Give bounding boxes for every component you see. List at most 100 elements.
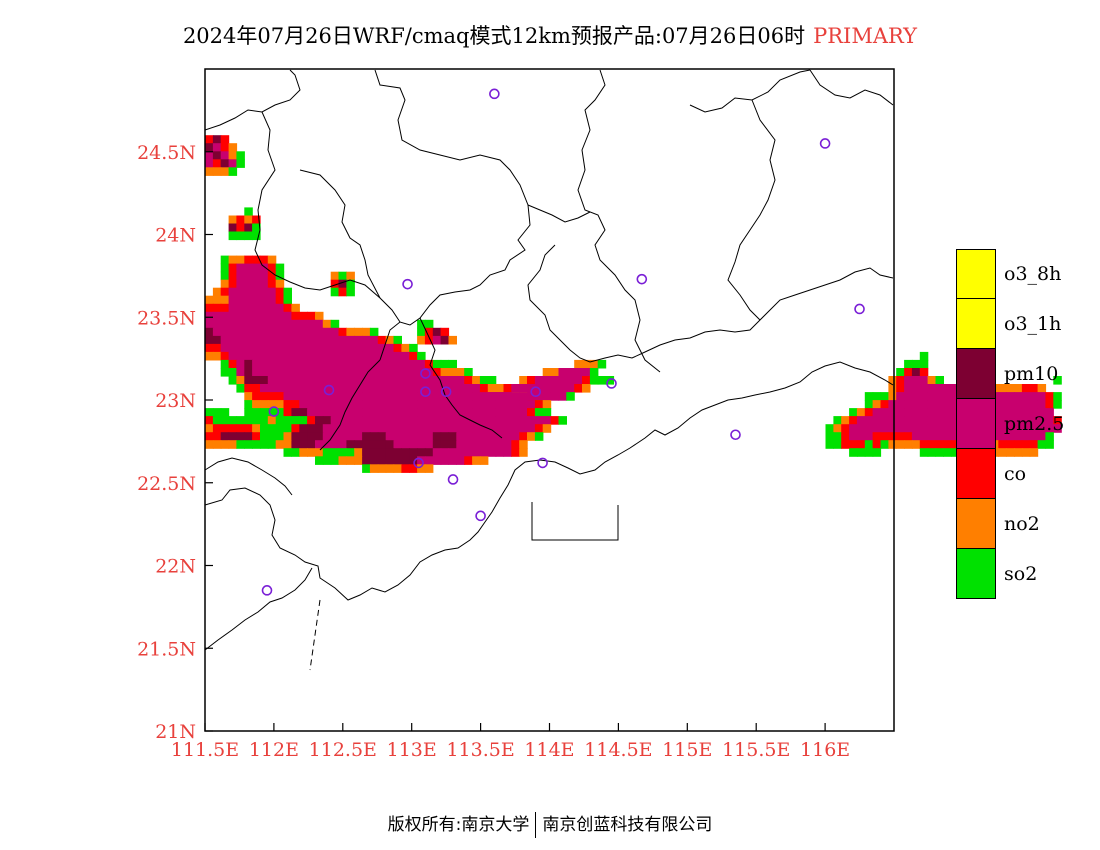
grid-cell-no2 xyxy=(448,335,457,345)
grid-cell-pm25 xyxy=(401,408,410,417)
grid-cell-so2 xyxy=(849,408,858,417)
grid-cell-co xyxy=(220,303,230,313)
grid-cell-so2 xyxy=(252,231,261,241)
grid-cell-pm25 xyxy=(1021,432,1031,441)
grid-cell-pm25 xyxy=(401,368,410,377)
grid-cell-co xyxy=(582,376,591,385)
grid-cell-pm25 xyxy=(338,408,347,417)
grid-cell-no2 xyxy=(589,359,599,369)
grid-cell-no2 xyxy=(283,440,292,449)
grid-cell-pm25 xyxy=(1014,424,1023,433)
grid-cell-pm25 xyxy=(283,392,292,401)
grid-cell-pm25 xyxy=(362,408,371,417)
grid-cell-no2 xyxy=(896,440,905,449)
grid-cell-so2 xyxy=(283,416,292,425)
grid-cell-pm25 xyxy=(927,392,937,401)
grid-cell-pm25 xyxy=(519,408,528,417)
grid-cell-pm25 xyxy=(432,384,442,393)
grid-cell-pm25 xyxy=(1021,416,1031,425)
grid-cell-pm25 xyxy=(487,408,497,417)
grid-cell-so2 xyxy=(275,263,285,273)
grid-cell-pm25 xyxy=(409,368,418,377)
grid-cell-pm25 xyxy=(236,343,245,353)
grid-cell-pm25 xyxy=(236,335,245,345)
grid-cell-so2 xyxy=(283,295,292,305)
grid-cell-pm25 xyxy=(417,424,426,433)
grid-cell-pm25 xyxy=(534,392,544,401)
grid-cell-so2 xyxy=(236,151,245,160)
grid-cell-no2 xyxy=(354,327,363,337)
grid-cell-pm25 xyxy=(904,400,913,409)
grid-cell-co xyxy=(511,448,520,457)
grid-cell-so2 xyxy=(228,231,238,241)
grid-cell-pm10 xyxy=(424,448,434,457)
boundary-a xyxy=(374,69,531,361)
grid-cell-pm25 xyxy=(448,448,457,457)
grid-cell-pm25 xyxy=(330,440,340,449)
grid-cell-pm25 xyxy=(369,392,379,401)
grid-cell-so2 xyxy=(346,448,355,457)
grid-cell-so2 xyxy=(935,448,944,457)
grid-cell-so2 xyxy=(267,432,277,441)
grid-cell-so2 xyxy=(589,376,599,385)
grid-cell-pm25 xyxy=(472,424,481,433)
grid-cell-pm25 xyxy=(362,384,371,393)
grid-cell-pm25 xyxy=(385,359,395,369)
grid-cell-pm10 xyxy=(440,335,450,345)
grid-cell-pm25 xyxy=(260,263,269,273)
grid-cell-pm25 xyxy=(448,424,457,433)
grid-cell-no2 xyxy=(338,456,347,465)
grid-cell-pm25 xyxy=(322,424,332,433)
grid-cell-co xyxy=(503,384,512,393)
grid-cell-co xyxy=(550,416,560,425)
grid-cell-pm25 xyxy=(432,400,442,409)
grid-cell-pm10 xyxy=(205,335,214,345)
grid-cell-pm25 xyxy=(275,311,285,321)
grid-cell-pm25 xyxy=(362,400,371,409)
grid-cell-no2 xyxy=(244,215,253,225)
legend-item-o3_8h: o3_8h xyxy=(956,249,1086,299)
grid-cell-pm25 xyxy=(354,424,363,433)
grid-cell-pm25 xyxy=(911,392,921,401)
grid-cell-pm25 xyxy=(299,351,308,361)
boundary-g xyxy=(689,69,811,113)
grid-cell-pm25 xyxy=(291,327,300,337)
grid-cell-pm25 xyxy=(299,368,308,377)
grid-cell-pm10 xyxy=(377,448,387,457)
grid-cell-pm25 xyxy=(322,384,332,393)
grid-cell-co xyxy=(904,432,913,441)
grid-cell-co xyxy=(236,424,245,433)
grid-cell-pm25 xyxy=(424,456,434,465)
grid-cell-so2 xyxy=(833,432,842,441)
grid-cell-pm25 xyxy=(864,416,874,425)
grid-cell-pm25 xyxy=(260,287,269,297)
grid-cell-pm25 xyxy=(299,335,308,345)
coastline-west xyxy=(204,567,313,651)
grid-cell-so2 xyxy=(589,368,599,377)
station-marker xyxy=(402,278,413,290)
grid-cell-so2 xyxy=(338,271,347,281)
grid-cell-pm25 xyxy=(393,400,402,409)
grid-cell-pm25 xyxy=(464,416,473,425)
grid-cell-pm25 xyxy=(267,311,277,321)
grid-cell-pm25 xyxy=(401,359,410,369)
grid-cell-co xyxy=(212,424,222,433)
grid-cell-so2 xyxy=(864,400,874,409)
grid-cell-pm25 xyxy=(511,416,520,425)
grid-cell-pm25 xyxy=(1006,408,1015,417)
grid-cell-no2 xyxy=(888,376,897,385)
grid-cell-pm25 xyxy=(1021,392,1031,401)
grid-cell-pm25 xyxy=(244,295,253,305)
grid-cell-so2 xyxy=(362,464,371,473)
grid-cell-no2 xyxy=(228,215,238,225)
grid-cell-pm10 xyxy=(401,456,410,465)
grid-cell-pm25 xyxy=(448,392,457,401)
x-tick-label: 114.5E xyxy=(584,739,652,761)
grid-cell-so2 xyxy=(244,207,253,216)
grid-cell-pm25 xyxy=(927,408,937,417)
grid-cell-pm25 xyxy=(401,392,410,401)
copyright-footer: 版权所有:南京大学 南京创蓝科技有限公司 xyxy=(0,810,1100,838)
grid-cell-pm10 xyxy=(322,416,332,425)
grid-cell-no2 xyxy=(1037,384,1047,393)
grid-cell-pm25 xyxy=(1053,424,1062,433)
